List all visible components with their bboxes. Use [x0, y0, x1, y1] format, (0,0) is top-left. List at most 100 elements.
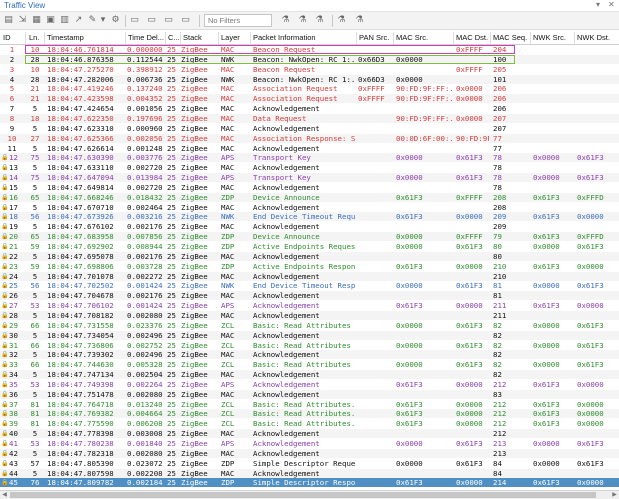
filter-add-icon[interactable]: ⚗ — [298, 15, 307, 25]
table-row[interactable]: 29 66 18:04:47.731558 0.023376 25 ZigBee ZCL Ba… — [0, 321, 619, 330]
column-header-nwk-src[interactable]: NWK Src. — [533, 33, 566, 42]
cell-ch: 25 — [167, 439, 176, 448]
column-header-mac-seq[interactable]: MAC Seq. — [493, 33, 527, 42]
table-row[interactable]: 45 76 18:04:47.809782 0.002184 25 ZigBee ZDP Si… — [0, 478, 619, 488]
cell-ln: 5 — [32, 123, 38, 133]
table-row[interactable]: 7 5 18:04:47.424654 0.001056 25 ZigBee MAC Ackn… — [0, 104, 619, 113]
column-header-stack[interactable]: Stack — [183, 33, 202, 42]
table-row[interactable]: 6 21 18:04:47.423598 0.004352 25 ZigBee MAC Ass… — [0, 94, 619, 104]
table-row[interactable]: 34 5 18:04:47.747134 0.002504 25 ZigBee MAC Ack… — [0, 370, 619, 380]
table-row[interactable]: 27 53 18:04:47.706102 0.001424 25 ZigBee APS Ac… — [0, 301, 619, 310]
table-row[interactable]: 5 21 18:04:47.419246 0.137240 25 ZigBee MAC Ass… — [0, 84, 619, 93]
cell-macsrc: 00:0D:6F:00:... — [396, 133, 452, 143]
cell-layer: MAC — [221, 133, 235, 143]
table-row[interactable]: 21 59 18:04:47.692902 0.008944 25 ZigBee ZDP Ac… — [0, 242, 619, 251]
filter-icon[interactable]: ⚗ — [281, 15, 290, 25]
column-header-timestamp[interactable]: Timestamp — [47, 33, 84, 42]
table-row[interactable]: 42 5 18:04:47.782318 0.002080 25 ZigBee MAC Ack… — [0, 448, 619, 458]
cell-layer: MAC — [221, 182, 235, 192]
table-row[interactable]: 1 10 18:04:46.761814 0.000000 25 ZigBee MAC Bea… — [0, 45, 619, 54]
column-header-channel[interactable]: C... — [168, 33, 180, 42]
table-row[interactable]: 26 5 18:04:47.704678 0.002176 25 ZigBee MAC Ack… — [0, 291, 619, 301]
column-header-mac-dst[interactable]: MAC Dst. — [456, 33, 489, 42]
filter-clear-icon[interactable]: ⚗ — [337, 15, 346, 25]
dropdown-icon[interactable]: ▾ — [596, 0, 601, 9]
table-row[interactable]: 17 5 18:04:47.670710 0.002464 25 ZigBee MAC Ack… — [0, 203, 619, 212]
table-row[interactable]: 9 5 18:04:47.623310 0.000960 25 ZigBee MAC Ackn… — [0, 124, 619, 133]
cell-nwkdst: 0x0000 — [577, 261, 604, 271]
table-row[interactable]: 39 81 18:04:47.775590 0.006208 25 ZigBee ZCL Ba… — [0, 419, 619, 428]
column-header-mac-src[interactable]: MAC Src. — [396, 33, 429, 42]
export-icon[interactable]: ⇲ — [18, 15, 27, 25]
cell-stack: ZigBee — [181, 242, 208, 251]
table-row[interactable]: 41 53 18:04:47.780238 0.001840 25 ZigBee APS Ac… — [0, 439, 619, 448]
scrollbar-thumb[interactable] — [10, 492, 596, 498]
table-row[interactable]: 37 81 18:04:47.764718 0.013240 25 ZigBee ZCL Ba… — [0, 400, 619, 409]
table-row[interactable]: 44 5 18:04:47.807598 0.002208 25 ZigBee MAC Ack… — [0, 468, 619, 478]
cell-ts: 18:04:47.633110 — [47, 163, 114, 173]
cell-id: 6 — [9, 94, 15, 104]
close-icon[interactable]: ✕ — [608, 0, 615, 9]
cell-id: 37 — [9, 399, 18, 409]
table-row[interactable]: 20 65 18:04:47.683958 0.007856 25 ZigBee ZDP De… — [0, 232, 619, 242]
horizontal-scrollbar[interactable]: ◀ ▶ — [0, 490, 619, 499]
share-icon[interactable]: ↗ — [74, 15, 83, 25]
table-row[interactable]: 32 5 18:04:47.739302 0.002496 25 ZigBee MAC Ack… — [0, 350, 619, 360]
table-row[interactable]: 23 59 18:04:47.698806 0.003728 25 ZigBee ZDP Ac… — [0, 262, 619, 271]
cell-layer: APS — [221, 301, 235, 311]
comment-icon[interactable]: ▭ — [130, 15, 139, 25]
column-header-id[interactable]: ID — [3, 33, 11, 42]
table-row[interactable]: 30 5 18:04:47.734054 0.002496 25 ZigBee MAC Ack… — [0, 330, 619, 340]
table-row[interactable]: 25 56 18:04:47.702502 0.001424 25 ZigBee NWK En… — [0, 281, 619, 290]
gear-icon[interactable]: ⚙ — [111, 15, 120, 25]
cell-stack: ZigBee — [181, 104, 208, 114]
table-row[interactable]: 11 5 18:04:47.626614 0.001248 25 ZigBee MAC Ack… — [0, 144, 619, 153]
comment-remove-icon[interactable]: ▭ — [181, 15, 190, 25]
save-icon[interactable]: ▣ — [46, 15, 55, 25]
table-row[interactable]: 36 5 18:04:47.751478 0.002080 25 ZigBee MAC Ack… — [0, 389, 619, 399]
table-row[interactable]: 31 66 18:04:47.736806 0.002752 25 ZigBee ZCL Ba… — [0, 341, 619, 350]
chevron-down-icon[interactable]: ▾ — [100, 15, 106, 25]
column-header-nwk-dst[interactable]: NWK Dst. — [577, 33, 610, 42]
cell-ch: 25 — [167, 379, 176, 389]
comment-add-icon[interactable]: ▭ — [147, 15, 156, 25]
table-icon[interactable]: ▦ — [32, 15, 41, 25]
print-icon[interactable]: ▥ — [60, 15, 69, 25]
table-row[interactable]: 24 5 18:04:47.701078 0.002272 25 ZigBee MAC Ack… — [0, 271, 619, 281]
cell-pan: 0xFFFF — [358, 94, 385, 104]
table-row[interactable]: 15 5 18:04:47.649814 0.002720 25 ZigBee MAC Ack… — [0, 183, 619, 192]
column-header-pan-src[interactable]: PAN Src. — [359, 33, 390, 42]
table-row[interactable]: 3 10 18:04:47.275270 0.398912 25 ZigBee MAC Bea… — [0, 65, 619, 74]
cell-layer: MAC — [221, 143, 235, 153]
open-icon[interactable]: ▤ — [4, 15, 13, 25]
column-header-time-delta[interactable]: Time Del... — [128, 33, 164, 42]
color-picker-icon[interactable]: ✎ — [88, 15, 97, 25]
table-row[interactable]: 28 5 18:04:47.708182 0.002080 25 ZigBee MAC Ack… — [0, 310, 619, 320]
column-header-packet-information[interactable]: Packet Information — [253, 33, 316, 42]
filter-dropdown[interactable]: No Filters — [204, 14, 272, 27]
table-row[interactable]: 22 5 18:04:47.695078 0.002176 25 ZigBee MAC Ack… — [0, 251, 619, 261]
table-row[interactable]: 12 75 18:04:47.630390 0.003776 25 ZigBee APS Tr… — [0, 153, 619, 163]
column-header-layer[interactable]: Layer — [221, 33, 240, 42]
table-row[interactable]: 10 27 18:04:47.625366 0.002056 25 ZigBee MAC As… — [0, 133, 619, 143]
table-row[interactable]: 43 57 18:04:47.805390 0.023072 25 ZigBee ZDP Si… — [0, 459, 619, 468]
scroll-right-icon[interactable]: ▶ — [612, 491, 617, 498]
scroll-left-icon[interactable]: ◀ — [2, 491, 7, 498]
filter-settings-icon[interactable]: ⚗ — [355, 15, 364, 25]
table-row[interactable]: 38 81 18:04:47.769382 0.004664 25 ZigBee ZCL Ba… — [0, 409, 619, 419]
table-row[interactable]: 13 5 18:04:47.633110 0.002720 25 ZigBee MAC Ack… — [0, 163, 619, 172]
filter-edit-icon[interactable]: ⚗ — [315, 15, 324, 25]
table-row[interactable]: 4 28 18:04:47.282006 0.006736 25 ZigBee NWK Bea… — [0, 74, 619, 84]
table-row[interactable]: 33 66 18:04:47.744630 0.005328 25 ZigBee ZCL Ba… — [0, 360, 619, 369]
table-row[interactable]: 18 56 18:04:47.673926 0.003216 25 ZigBee NWK En… — [0, 212, 619, 222]
lock-icon: 🔒 — [1, 459, 9, 467]
table-row[interactable]: 40 5 18:04:47.778398 0.003008 25 ZigBee MAC Ack… — [0, 429, 619, 439]
column-header-ln[interactable]: Ln. — [29, 33, 40, 42]
table-row[interactable]: 8 18 18:04:47.622350 0.197696 25 ZigBee MAC Dat… — [0, 113, 619, 123]
table-row[interactable]: 16 65 18:04:47.668246 0.018432 25 ZigBee ZDP De… — [0, 192, 619, 202]
table-row[interactable]: 19 5 18:04:47.676102 0.002176 25 ZigBee MAC Ack… — [0, 222, 619, 231]
table-row[interactable]: 35 53 18:04:47.749398 0.002264 25 ZigBee APS Ac… — [0, 380, 619, 389]
table-row[interactable]: 14 75 18:04:47.647094 0.013984 25 ZigBee APS Tr… — [0, 173, 619, 183]
table-row[interactable]: 2 28 18:04:46.876358 0.112544 25 ZigBee NWK Bea… — [0, 54, 619, 64]
comment-edit-icon[interactable]: ▭ — [164, 15, 173, 25]
